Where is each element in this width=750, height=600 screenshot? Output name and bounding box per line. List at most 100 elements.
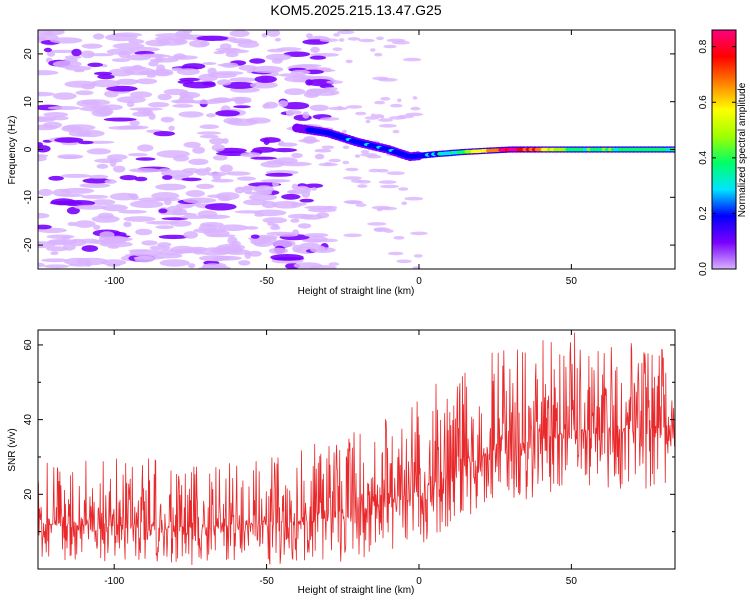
heatmap-speckle — [237, 41, 260, 48]
heatmap-speckle — [249, 81, 278, 89]
heatmap-speckle — [277, 142, 298, 147]
heatmap-speckle — [292, 244, 302, 253]
heatmap-speckle — [145, 220, 180, 225]
heatmap-speckle — [78, 140, 94, 145]
heatmap-speckle — [326, 80, 343, 84]
heatmap-speckle — [172, 104, 194, 108]
heatmap-speckle — [276, 47, 302, 52]
heatmap-speckle — [193, 228, 227, 234]
heatmap-speckle — [74, 204, 107, 210]
heatmap-speckle — [360, 150, 370, 154]
heatmap-speckle — [206, 113, 216, 118]
heatmap-speckle — [355, 203, 367, 207]
heatmap-speckle — [302, 111, 310, 119]
heatmap-speckle — [103, 117, 137, 122]
heatmap-speckle — [96, 163, 109, 169]
heatmap-speckle — [192, 146, 206, 154]
heatmap-speckle — [133, 256, 165, 260]
heatmap-speckle — [350, 179, 363, 183]
heatmap-speckle — [299, 198, 314, 203]
heatmap-speckle — [113, 165, 126, 173]
heatmap-speckle — [346, 105, 363, 109]
heatmap-speckle — [54, 137, 84, 143]
heatmap-speckle — [371, 113, 376, 118]
heatmap-speckle — [330, 91, 335, 96]
heatmap-speckle — [253, 209, 287, 217]
heatmap-speckle — [127, 153, 148, 157]
heatmap-speckle — [111, 32, 143, 37]
heatmap-speckle — [378, 118, 393, 122]
heatmap-speckle — [227, 118, 258, 126]
heatmap-speckle — [332, 47, 343, 51]
heatmap-speckle — [342, 129, 347, 134]
heatmap-speckle — [284, 88, 306, 96]
x-tick-label: -50 — [259, 276, 274, 287]
heatmap-speckle — [221, 62, 239, 68]
heatmap-speckle — [183, 197, 217, 204]
heatmap-speckle — [393, 236, 405, 240]
heatmap-speckle — [82, 178, 112, 184]
heatmap-speckle — [243, 199, 268, 206]
heatmap-speckle — [212, 155, 228, 161]
heatmap-speckle — [250, 238, 268, 245]
heatmap-speckle — [281, 193, 301, 200]
heatmap-speckle — [81, 83, 96, 90]
heatmap-speckle — [129, 91, 153, 98]
heatmap-speckle — [271, 58, 283, 64]
heatmap-speckle — [217, 79, 232, 86]
heatmap-speckle — [311, 187, 318, 191]
heatmap-speckle — [168, 125, 175, 131]
heatmap-speckle — [347, 37, 361, 41]
heatmap-speckle — [196, 183, 215, 189]
heatmap-speckle — [71, 48, 82, 57]
heatmap-speckle — [148, 102, 170, 108]
heatmap-speckle — [46, 51, 56, 57]
heatmap-speckle — [354, 154, 361, 158]
heatmap-speckle — [62, 124, 96, 131]
x-tick-label: -100 — [104, 276, 124, 287]
heatmap-speckle — [390, 103, 403, 108]
heatmap-speckle — [319, 38, 339, 42]
heatmap-speckle — [171, 67, 183, 72]
heatmap-speckle — [295, 63, 322, 68]
heatmap-speckle — [302, 136, 317, 144]
y-tick-label: 10 — [23, 96, 34, 108]
heatmap-speckle — [126, 54, 152, 61]
heatmap-speckle — [343, 233, 363, 238]
colorbar-tick-label: 0.4 — [698, 150, 709, 164]
heatmap-speckle — [156, 64, 166, 72]
heatmap-speckle — [119, 66, 147, 70]
heatmap-speckle — [376, 207, 383, 212]
heatmap-speckle — [196, 35, 229, 41]
heatmap-speckle — [234, 186, 245, 194]
heatmap-speckle — [67, 221, 77, 227]
y-tick-label: 60 — [23, 339, 34, 351]
heatmap-speckle — [123, 221, 132, 228]
heatmap-speckle — [50, 251, 59, 255]
heatmap-speckle — [207, 67, 217, 76]
x-tick-label: 0 — [416, 576, 422, 587]
heatmap-speckle — [159, 259, 190, 267]
heatmap-speckle — [218, 197, 232, 202]
x-tick-label: 50 — [566, 276, 578, 287]
heatmap-speckle — [401, 201, 408, 206]
heatmap-speckle — [392, 129, 400, 134]
y-tick-label: -20 — [23, 237, 34, 252]
heatmap-speckle — [304, 183, 324, 189]
heatmap-speckle — [156, 150, 190, 158]
snr-ticks: -100 -50 0 50 20 40 60 — [23, 330, 675, 587]
heatmap-speckle — [135, 157, 156, 161]
heatmap-speckle — [380, 184, 399, 189]
heatmap-speckle — [309, 55, 327, 60]
heatmap-speckle — [38, 224, 52, 230]
heatmap-speckle — [170, 245, 196, 254]
heatmap-speckle — [198, 251, 231, 256]
heatmap-speckle — [91, 108, 112, 117]
heatmap-speckle — [52, 188, 72, 197]
heatmap-speckle — [66, 206, 80, 215]
x-tick-label: 0 — [416, 276, 422, 287]
heatmap-speckle — [271, 239, 296, 248]
heatmap-speckle — [47, 106, 81, 110]
